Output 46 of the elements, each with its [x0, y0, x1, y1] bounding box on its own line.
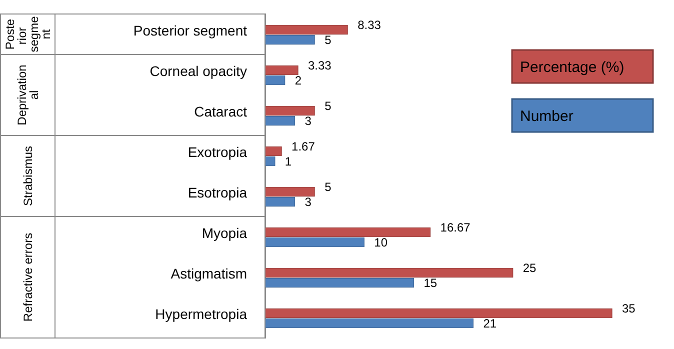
text: Posterior segment	[3, 16, 53, 52]
data-label: 16.67	[440, 220, 471, 234]
y-tick-label: Cataract	[194, 103, 248, 120]
y-tick-label: Esotropia	[188, 184, 248, 200]
text: Refractive errors	[21, 232, 35, 322]
data-label: 2	[294, 73, 302, 88]
bar	[264, 34, 315, 45]
y-tick-label: Myopia	[202, 224, 248, 241]
bar	[264, 106, 315, 116]
y-tick-label: Hypermetropia	[155, 306, 248, 322]
y-tick-label: Astigmatism	[170, 265, 247, 282]
data-label: 3	[304, 194, 312, 209]
data-label: 10	[374, 235, 388, 250]
bar	[264, 65, 298, 76]
data-label: 3	[304, 114, 312, 128]
data-label: 1.67	[292, 139, 316, 154]
bar	[264, 116, 296, 126]
y-tick-label: Posterior segment	[133, 22, 248, 38]
data-label: 25	[522, 260, 537, 275]
data-label: 5	[324, 180, 332, 194]
bar	[264, 186, 315, 197]
text: Number	[520, 108, 574, 125]
bar	[264, 318, 474, 328]
bar	[264, 237, 364, 248]
y-tick-label: Corneal opacity	[150, 62, 247, 79]
text: Strabismus	[21, 146, 35, 206]
bar	[264, 268, 514, 278]
data-label: 1	[284, 154, 292, 168]
bar	[264, 146, 282, 156]
data-label: 35	[622, 301, 636, 316]
bar	[264, 227, 431, 238]
bar	[264, 278, 414, 288]
y-tick-label: Exotropia	[188, 144, 248, 160]
bar	[264, 75, 286, 86]
data-label: 8.33	[358, 18, 382, 32]
data-label: 15	[424, 276, 438, 290]
data-label: 21	[483, 316, 497, 330]
data-label: 5	[324, 32, 332, 47]
bar	[264, 24, 348, 35]
bar	[264, 196, 296, 207]
data-label: 5	[324, 98, 332, 113]
data-label: 3.33	[308, 58, 332, 72]
bar	[264, 308, 612, 318]
text: Deprivational	[15, 64, 41, 126]
bar	[264, 156, 276, 166]
text: Percentage (%)	[520, 59, 624, 76]
